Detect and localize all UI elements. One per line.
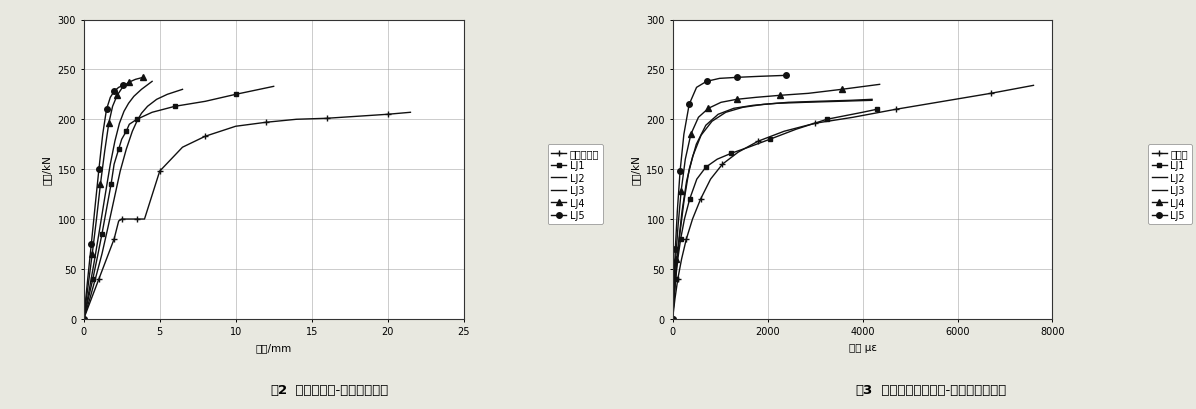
X-axis label: 挠度/mm: 挠度/mm	[256, 342, 292, 352]
Text: 图3: 图3	[856, 383, 873, 396]
Text: 图2: 图2	[270, 383, 287, 396]
Legend: 对比梁, LJ1, LJ2, LJ3, LJ4, LJ5: 对比梁, LJ1, LJ2, LJ3, LJ4, LJ5	[1148, 145, 1192, 225]
X-axis label: 应变 με: 应变 με	[848, 342, 877, 352]
Text: 试验梁腹板的荷载-应变曲线对比图: 试验梁腹板的荷载-应变曲线对比图	[873, 383, 1006, 396]
Legend: 抗剪对比梁, LJ1, LJ2, LJ3, LJ4, LJ5: 抗剪对比梁, LJ1, LJ2, LJ3, LJ4, LJ5	[548, 145, 603, 225]
Y-axis label: 荷载/kN: 荷载/kN	[42, 155, 51, 184]
Text: 试件的剪力-跨中挠度曲线: 试件的剪力-跨中挠度曲线	[287, 383, 389, 396]
Y-axis label: 荷载/kN: 荷载/kN	[630, 155, 641, 184]
